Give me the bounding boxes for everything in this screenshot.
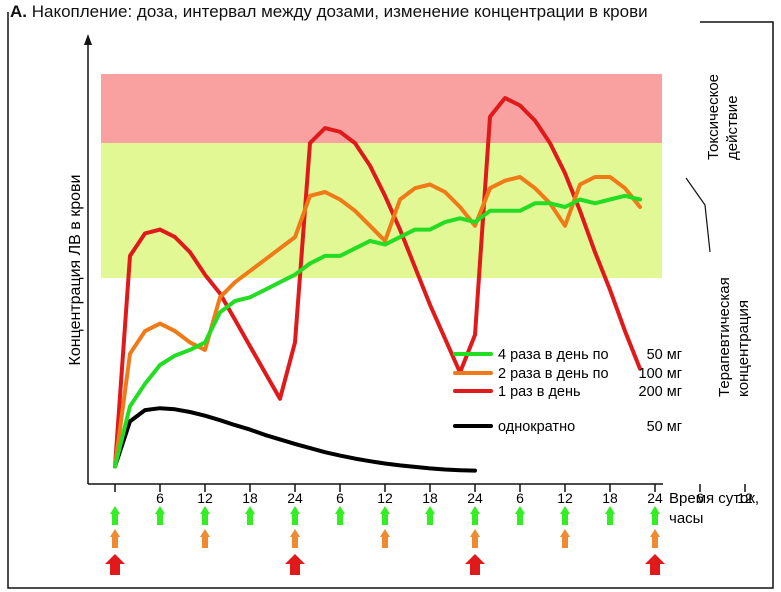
x-axis-label: Время суток,: [669, 490, 759, 507]
dose-marker: [110, 506, 120, 525]
x-ticks: 6 12 18 24 6 12 18 24 6 12 18 24 6 12: [114, 484, 753, 506]
dose-arrow: [650, 529, 660, 548]
dose-marker: [515, 506, 525, 525]
dose-arrow: [285, 554, 305, 575]
x-tick-label: 24: [287, 490, 303, 506]
dose-arrow: [470, 506, 480, 525]
toxic-zone: [101, 74, 662, 144]
dose-arrow: [470, 529, 480, 548]
dose-arrow: [605, 506, 615, 525]
dose-marker: [380, 529, 390, 548]
dose-marker: [560, 529, 570, 548]
dose-marker: [290, 529, 300, 548]
x-tick-label: 6: [696, 490, 704, 506]
series-line: [113, 96, 642, 469]
dose-arrow: [425, 506, 435, 525]
dose-marker: [335, 506, 345, 525]
dose-arrow: [650, 506, 660, 525]
dose-arrow: [380, 506, 390, 525]
series-line: [113, 175, 642, 469]
dose-arrow: [200, 506, 210, 525]
x-tick-label: 12: [737, 490, 753, 506]
y-axis-label: Концентрация ЛВ в крови: [67, 175, 84, 366]
dose-marker: [105, 554, 125, 575]
dose-arrow: [465, 554, 485, 575]
legend-dose: 50 мг: [647, 347, 682, 363]
dose-arrow: [560, 506, 570, 525]
dose-marker: [285, 554, 305, 575]
x-axis-label-line2: часы: [669, 510, 703, 527]
dose-marker: [605, 506, 615, 525]
dose-marker: [155, 506, 165, 525]
series-line: [113, 193, 642, 469]
series-line: [113, 406, 477, 473]
legend-label: однократно: [498, 419, 575, 435]
dose-marker: [380, 506, 390, 525]
dose-marker: [470, 529, 480, 548]
dose-marker: [560, 506, 570, 525]
dose-arrow: [645, 554, 665, 575]
dose-marker: [470, 506, 480, 525]
dose-arrow: [380, 529, 390, 548]
dose-markers: [105, 506, 665, 575]
dose-marker: [110, 529, 120, 548]
x-tick-label: 18: [422, 490, 438, 506]
therapeutic-leader-line: [685, 177, 711, 253]
x-tick-label: 6: [336, 490, 344, 506]
x-tick-label: 6: [516, 490, 524, 506]
legend-dose: 200 мг: [639, 384, 682, 400]
dose-arrow: [560, 529, 570, 548]
dose-marker: [645, 554, 665, 575]
dose-arrow: [290, 529, 300, 548]
dose-arrow: [105, 554, 125, 575]
dose-marker: [200, 529, 210, 548]
legend-label: 1 раз в день: [498, 384, 581, 400]
therapeutic-label-line1: Терапевтическая: [716, 277, 733, 397]
dose-marker: [245, 506, 255, 525]
x-tick-label: 6: [156, 490, 164, 506]
dose-arrow: [110, 529, 120, 548]
legend-label: 4 раза в день по: [498, 347, 609, 363]
dose-marker: [650, 506, 660, 525]
therapeutic-label-line2: концентрация: [735, 300, 752, 397]
legend: 4 раза в день по 50 мг 2 раза в день по 100…: [453, 347, 682, 435]
dose-marker: [425, 506, 435, 525]
dose-arrow: [155, 506, 165, 525]
figure-border: [7, 12, 774, 589]
dose-arrow: [110, 506, 120, 525]
legend-dose: 100 мг: [639, 366, 682, 382]
title-letter: A.: [10, 2, 27, 21]
x-tick-label: 24: [647, 490, 663, 506]
dose-arrow: [290, 506, 300, 525]
dose-marker: [200, 506, 210, 525]
x-tick-label: 18: [242, 490, 258, 506]
page-title: A. Накопление: доза, интервал между доза…: [10, 2, 654, 22]
legend-dose: 50 мг: [647, 419, 682, 435]
x-tick-label: 18: [602, 490, 618, 506]
dose-marker: [465, 554, 485, 575]
x-tick-label: 24: [467, 490, 483, 506]
title-text: Накопление: доза, интервал между дозами,…: [31, 2, 648, 21]
toxic-label-line1: Токсическое: [705, 74, 722, 160]
dose-arrow: [335, 506, 345, 525]
x-tick-label: 12: [377, 490, 393, 506]
legend-label: 2 раза в день по: [498, 366, 609, 382]
dose-marker: [650, 529, 660, 548]
y-axis-arrow: [84, 34, 92, 45]
dose-arrow: [515, 506, 525, 525]
dose-marker: [290, 506, 300, 525]
toxic-label-line2: действие: [724, 95, 741, 160]
x-tick-label: 12: [557, 490, 573, 506]
dose-arrow: [245, 506, 255, 525]
dose-arrow: [200, 529, 210, 548]
concentration-lines: [113, 96, 642, 473]
x-tick-label: 12: [197, 490, 213, 506]
